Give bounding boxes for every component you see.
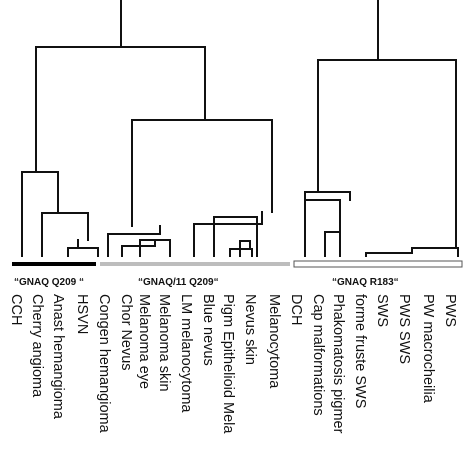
leaf-label: SWS — [374, 294, 390, 327]
group-label-gnaq11-q209: “GNAQ/11 Q209“ — [138, 277, 219, 288]
branch-gnaq-q209 — [21, 171, 59, 257]
leaf-label: Chor Nevus — [118, 294, 134, 371]
branch-gnaq11-right-sub — [213, 216, 258, 257]
leaf-labels: CCH Cherry angioma Anast hemangioma HSVN… — [8, 294, 458, 434]
leaf-label: Anast hemangioma — [50, 294, 66, 420]
leaf-label: Melanoma skin — [156, 294, 172, 392]
branch-r183-right — [365, 247, 413, 257]
leaf-label: forme fruste SWS — [352, 294, 368, 408]
group-bar-gnaq11-q209 — [100, 262, 290, 266]
group-bar-gnaq-r183 — [293, 260, 463, 268]
branch-blue-pair — [239, 240, 251, 257]
leaf-label: PW macrocheilia — [420, 294, 436, 404]
branch-r183-left — [304, 199, 341, 257]
leaf-label: Blue nevus — [200, 294, 216, 366]
group-label-gnaq-q209: “GNAQ Q209 “ — [14, 277, 84, 288]
leaf-label: DCH — [288, 294, 304, 325]
leaf-label: Cap malformations — [310, 294, 326, 416]
group-label-gnaq-r183: “GNAQ R183“ — [332, 277, 399, 288]
group-labels: “GNAQ Q209 “ “GNAQ/11 Q209“ “GNAQ R183“ — [14, 277, 399, 288]
leaf-label: Phakomatosis pigmer — [330, 294, 346, 434]
leaf-label: Pigm Epithelioid Mela — [220, 294, 236, 434]
leaf-label: Melanoma eye — [136, 294, 152, 389]
branch-gnaq11-left — [107, 225, 161, 257]
leaf-label: Melanocytoma — [266, 294, 282, 389]
branch-r183-cap — [324, 231, 341, 257]
branch-left-top — [35, 46, 206, 173]
branch-mel-pair — [139, 239, 171, 257]
leaf-label: CCH — [8, 294, 24, 325]
leaf-label: PWS SWS — [396, 294, 412, 364]
group-bars — [12, 260, 463, 268]
leaf-label: LM melanocytoma — [178, 294, 194, 413]
branch-right-merge — [317, 59, 457, 249]
branch-anast-hsvn — [41, 212, 89, 257]
branch-r183-pws — [411, 247, 459, 257]
branch-gnaq11-merge — [131, 119, 273, 227]
leaf-label: Congen hemangioma — [96, 294, 112, 434]
leaf-label: Nevus skin — [242, 294, 258, 365]
branch-gnaq11-right — [193, 211, 263, 257]
branch-r183-main — [304, 191, 351, 257]
branch-chor-mel — [121, 239, 156, 257]
leaf-label: PWS — [442, 294, 458, 327]
leaf-label: HSVN — [74, 294, 90, 334]
dendrogram-branches — [21, 0, 459, 257]
leaf-label: Cherry angioma — [29, 294, 45, 398]
group-bar-gnaq-q209 — [12, 262, 96, 266]
branch-hsvn-pair — [67, 247, 99, 257]
